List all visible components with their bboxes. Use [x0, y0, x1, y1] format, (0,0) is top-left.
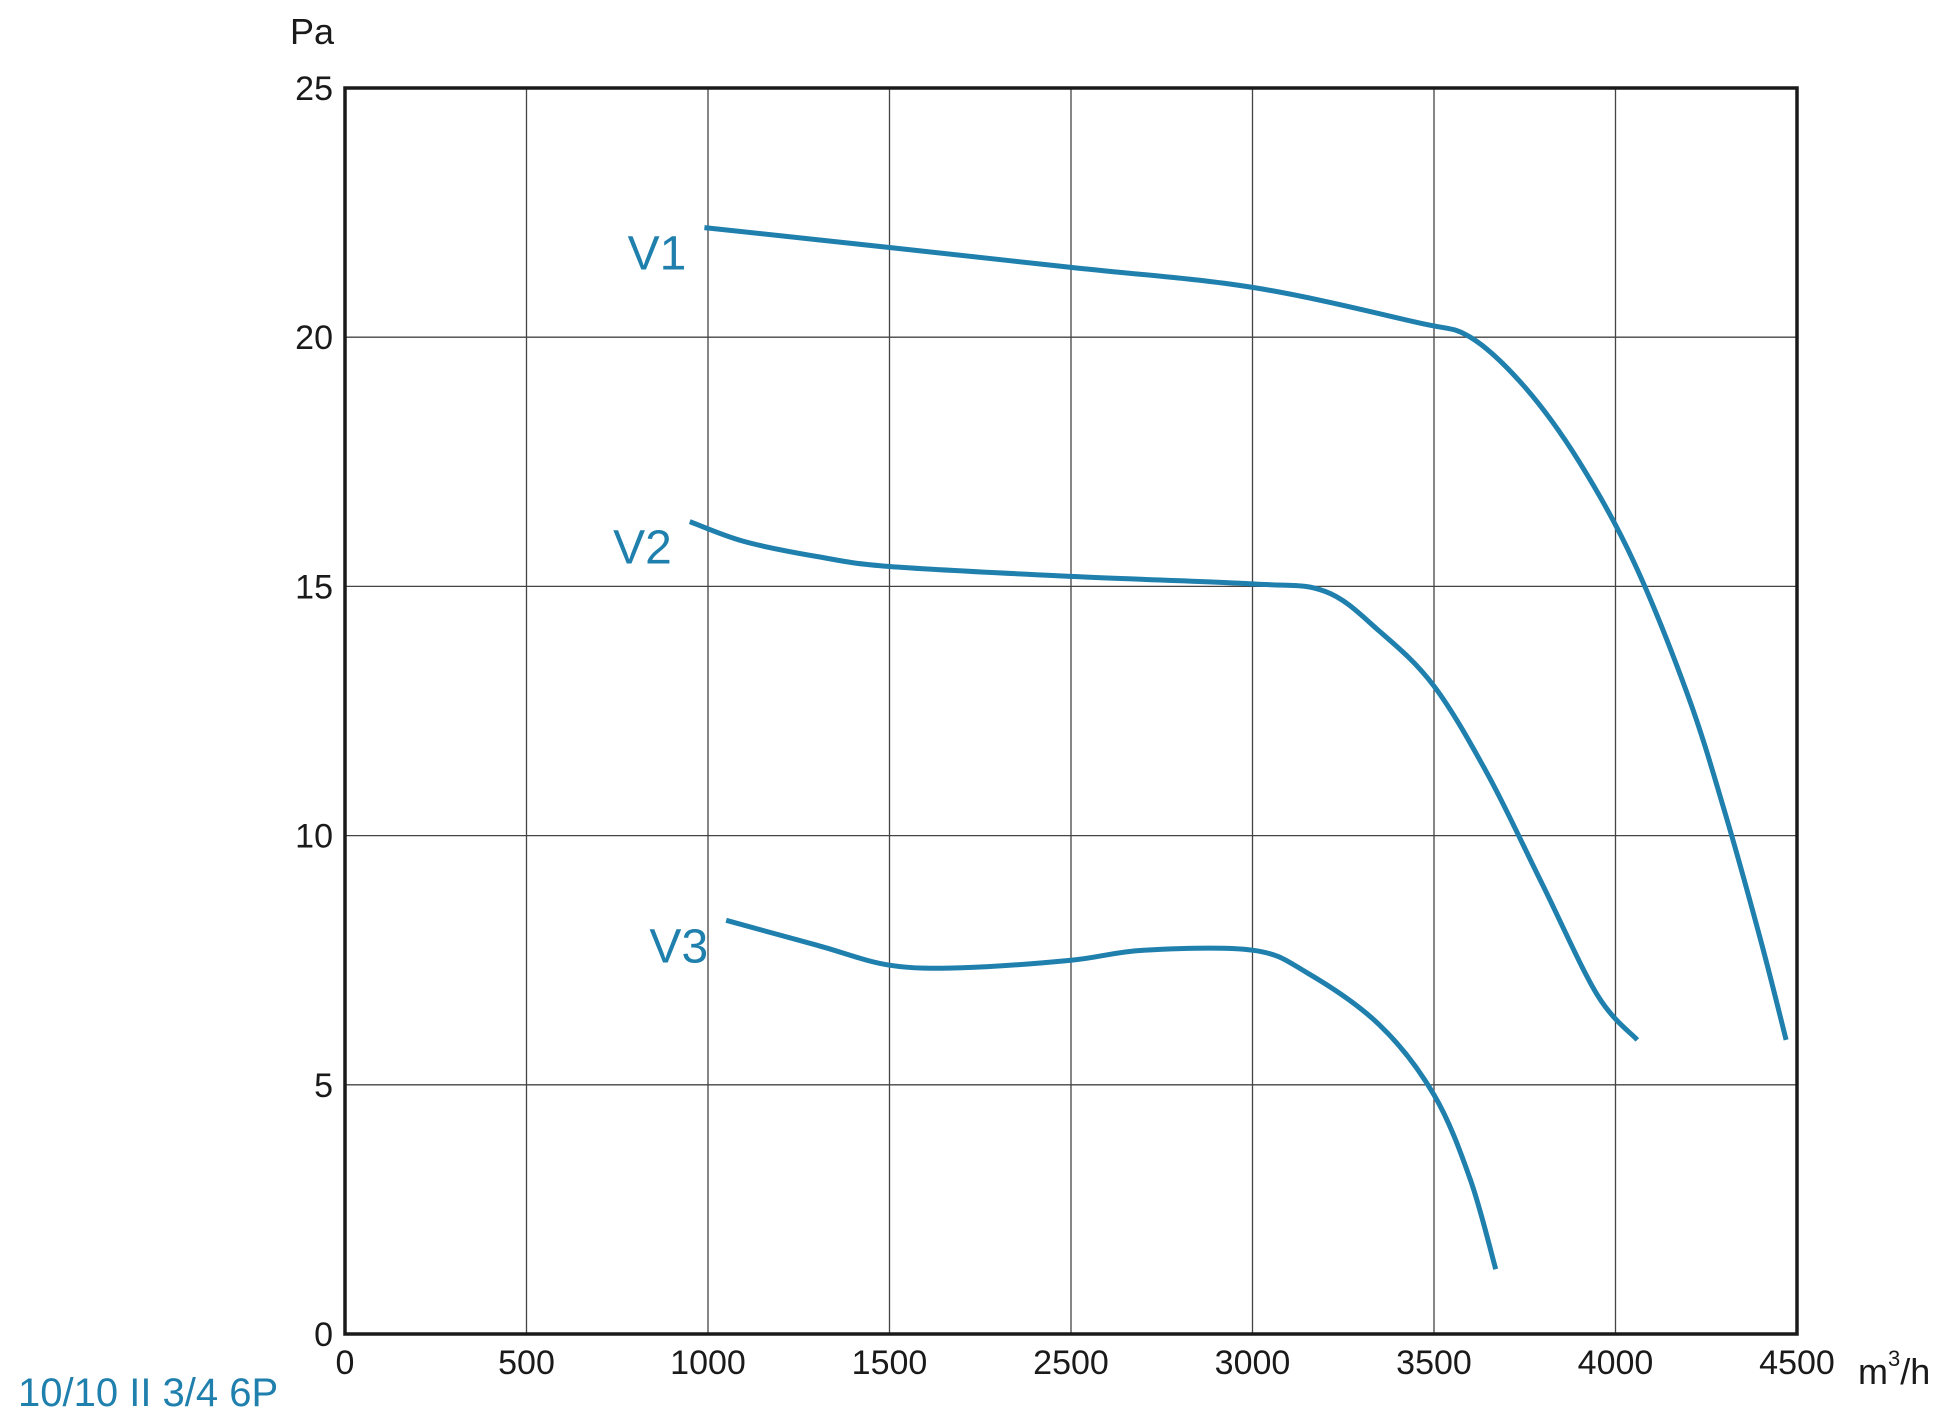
model-caption: 10/10 II 3/4 6P	[18, 1371, 278, 1415]
grid-lines	[345, 88, 1797, 1334]
x-tick-label: 3500	[1396, 1344, 1472, 1382]
y-axis-unit-label: Pa	[290, 11, 335, 52]
x-axis-unit-label: m3/h	[1858, 1346, 1930, 1392]
x-tick-label: 0	[336, 1344, 355, 1382]
x-axis-unit-base: m	[1858, 1351, 1888, 1392]
y-tick-label: 15	[295, 568, 333, 606]
y-tick-label: 25	[295, 70, 333, 108]
series-label-v1: V1	[628, 228, 687, 281]
y-tick-label: 0	[314, 1316, 333, 1354]
x-tick-label: 2500	[1033, 1344, 1109, 1382]
y-tick-label: 20	[295, 319, 333, 357]
series-line-v1	[704, 225, 1789, 1041]
x-tick-label: 1500	[852, 1344, 928, 1382]
series-line-v2	[688, 519, 1640, 1042]
x-tick-label: 3000	[1215, 1344, 1291, 1382]
y-tick-label: 10	[295, 818, 333, 856]
x-tick-label: 500	[498, 1344, 555, 1382]
plot-frame	[343, 86, 1799, 1336]
series-line-v3	[725, 917, 1499, 1270]
x-tick-label: 4000	[1578, 1344, 1654, 1382]
series-labels: V1 V2 V3	[613, 228, 708, 974]
x-axis-unit-tail: /h	[1900, 1351, 1930, 1392]
x-tick-label: 4500	[1759, 1344, 1835, 1382]
series-label-v2: V2	[613, 522, 672, 575]
series-layer	[688, 225, 1789, 1270]
x-axis-unit-superscript: 3	[1888, 1346, 1900, 1371]
tick-labels: 0 500 1000 1500 2500 3000 3500 4000 4500 0 5 10 15 20…	[295, 70, 1835, 1382]
y-tick-label: 5	[314, 1067, 333, 1105]
x-tick-label: 1000	[670, 1344, 746, 1382]
series-label-v3: V3	[649, 920, 708, 973]
